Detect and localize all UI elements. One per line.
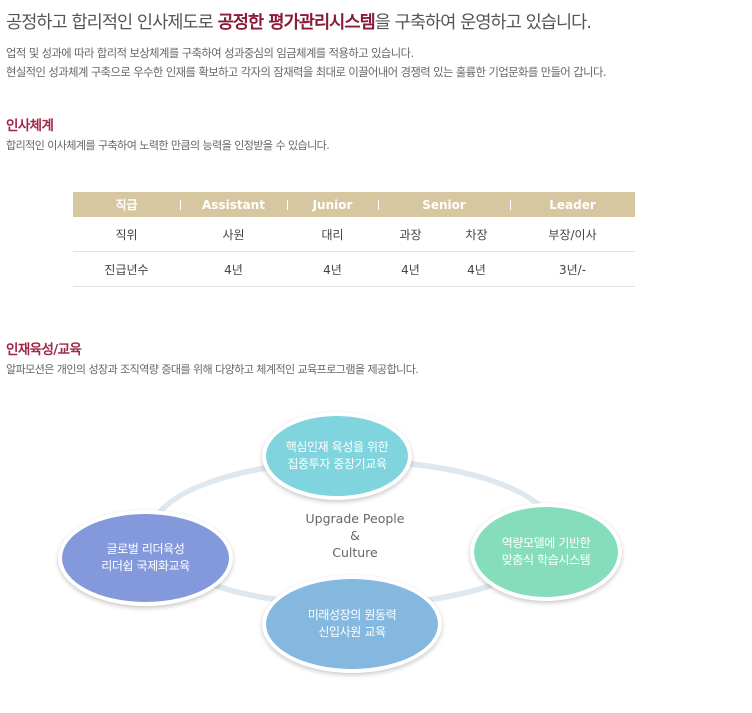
intro-line-2: 현실적인 성과체계 구축으로 우수한 인재를 확보하고 각자의 잠재력을 최대로…	[6, 66, 606, 79]
table-cell: 차장	[443, 217, 511, 252]
headline-suffix: 을 구축하여 운영하고 있습니다.	[374, 13, 592, 33]
header-senior: Senior	[378, 192, 511, 217]
node-left-line-1: 글로벌 리더육성	[106, 542, 185, 556]
intro-text: 업적 및 성과에 따라 합리적 보상체계를 구축하여 성과중심의 임금체계를 적…	[6, 44, 606, 82]
table-cell: 4년	[180, 251, 287, 287]
table-row: 직위 사원 대리 과장 차장 부장/이사	[73, 217, 636, 252]
node-right-line-2: 맞춤식 학습시스템	[501, 553, 591, 567]
education-description: 알파모션은 개인의 성장과 조직역량 증대를 위해 다양하고 체계적인 교육프로…	[6, 363, 419, 376]
headline-emphasis: 공정한 평가관리시스템	[217, 13, 376, 33]
table-cell: 부장/이사	[510, 217, 636, 252]
education-title: 인재육성/교육	[6, 342, 82, 358]
table-cell: 사원	[180, 217, 287, 252]
header-junior: Junior	[287, 192, 378, 217]
page-headline: 공정하고 합리적인 인사제도로 공정한 평가관리시스템을 구축하여 운영하고 있…	[6, 9, 592, 34]
intro-line-1: 업적 및 성과에 따라 합리적 보상체계를 구축하여 성과중심의 임금체계를 적…	[6, 47, 414, 60]
node-core-talent-investment: 핵심인재 육성을 위한 집중투자 중장기교육	[262, 412, 412, 500]
table-row: 진급년수 4년 4년 4년 4년 3년/-	[73, 251, 636, 287]
hr-system-title: 인사체계	[6, 118, 54, 134]
center-line-1: Upgrade People	[305, 511, 405, 526]
node-competency-learning-system: 역량모델에 기반한 맞춤식 학습시스템	[470, 503, 622, 601]
hr-system-description: 합리적인 이사체계를 구축하여 노력한 만큼의 능력을 인정받을 수 있습니다.	[6, 139, 330, 152]
headline-prefix: 공정하고 합리적인 인사제도로	[6, 13, 218, 33]
table-cell: 4년	[378, 251, 443, 287]
node-bottom-line-1: 미래성장의 원동력	[307, 608, 397, 622]
node-left-line-2: 리더쉽 국제화교육	[101, 559, 190, 573]
education-cycle-diagram: Upgrade People & Culture 핵심인재 육성을 위한 집중투…	[0, 400, 752, 673]
node-new-employee-education: 미래성장의 원동력 신입사원 교육	[262, 575, 442, 673]
table-cell: 4년	[287, 251, 378, 287]
center-line-2: &	[350, 528, 360, 543]
node-global-leadership: 글로벌 리더육성 리더쉽 국제화교육	[58, 510, 233, 606]
diagram-center-label: Upgrade People & Culture	[290, 510, 420, 561]
node-right-line-1: 역량모델에 기반한	[501, 536, 591, 550]
center-line-3: Culture	[332, 545, 378, 560]
header-grade: 직급	[73, 192, 180, 217]
header-leader: Leader	[510, 192, 636, 217]
node-top-line-1: 핵심인재 육성을 위한	[285, 440, 389, 454]
node-top-line-2: 집중투자 중장기교육	[287, 457, 387, 471]
row-label: 진급년수	[73, 251, 180, 287]
table-cell: 대리	[287, 217, 378, 252]
table-cell: 3년/-	[510, 251, 636, 287]
grade-table: 직급 Assistant Junior Senior Leader 직위 사원 …	[73, 192, 636, 287]
row-label: 직위	[73, 217, 180, 252]
table-cell: 과장	[378, 217, 443, 252]
table-header-row: 직급 Assistant Junior Senior Leader	[73, 192, 636, 217]
node-bottom-line-2: 신입사원 교육	[318, 625, 386, 639]
header-assistant: Assistant	[180, 192, 287, 217]
table-cell: 4년	[443, 251, 511, 287]
